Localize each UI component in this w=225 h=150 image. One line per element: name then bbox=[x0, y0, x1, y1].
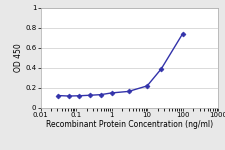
X-axis label: Recombinant Protein Concentration (ng/ml): Recombinant Protein Concentration (ng/ml… bbox=[46, 120, 213, 129]
Y-axis label: OD 450: OD 450 bbox=[14, 43, 23, 72]
